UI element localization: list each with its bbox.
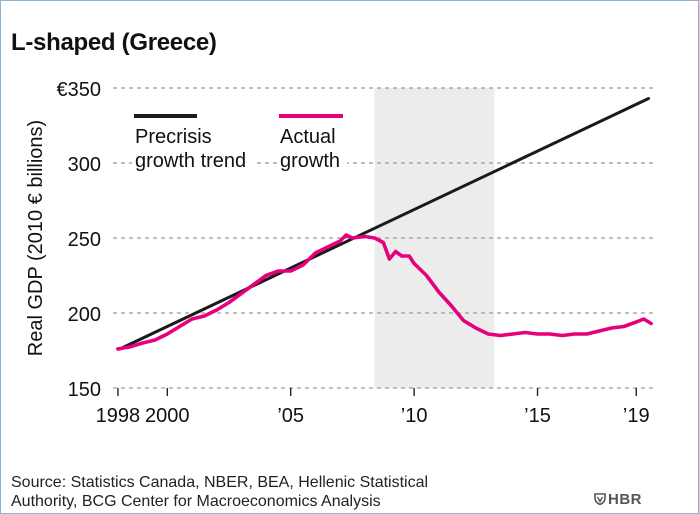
x-tick-label: ’05	[277, 405, 304, 427]
legend-label-backdrop	[132, 147, 254, 175]
brand-name: HBR	[608, 491, 642, 508]
y-tick-label: 150	[68, 379, 101, 401]
source-line-2: Authority, BCG Center for Macroeconomics…	[11, 493, 381, 510]
trend-line	[121, 97, 651, 349]
source-note: Source: Statistics Canada, NBER, BEA, He…	[11, 473, 531, 511]
x-tick-label: 2000	[145, 405, 190, 427]
y-tick-label: €350	[57, 79, 102, 101]
x-tick-label: 1998	[96, 405, 141, 427]
legend-label-line1: Precrisis	[135, 126, 212, 148]
shield-icon	[594, 493, 606, 505]
legend-label-line2: growth trend	[135, 150, 246, 172]
legend-label-line2: growth	[280, 150, 340, 172]
y-axis-label: Real GDP (2010 € billions)	[25, 120, 47, 356]
legend-swatch	[134, 114, 197, 118]
source-line-1: Source: Statistics Canada, NBER, BEA, He…	[11, 474, 429, 491]
y-tick-label: 250	[68, 229, 101, 251]
legend-label-backdrop	[277, 147, 347, 175]
y-tick-label: 200	[68, 304, 101, 326]
chart-title: L-shaped (Greece)	[11, 29, 217, 56]
x-tick-label: ’10	[401, 405, 428, 427]
x-tick-label: ’19	[623, 405, 650, 427]
x-tick-label: ’15	[524, 405, 551, 427]
actual-growth-line	[116, 233, 653, 351]
legend-label-line1: Actual	[280, 126, 336, 148]
y-tick-label: 300	[68, 154, 101, 176]
legend-swatch	[279, 114, 343, 118]
brand-logo: HBR	[594, 491, 642, 508]
